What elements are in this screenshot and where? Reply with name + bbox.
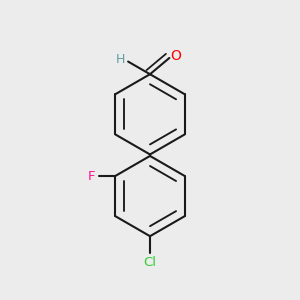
Text: Cl: Cl [143,256,157,268]
Text: F: F [88,169,95,182]
Text: O: O [170,50,181,64]
Text: H: H [116,53,125,66]
